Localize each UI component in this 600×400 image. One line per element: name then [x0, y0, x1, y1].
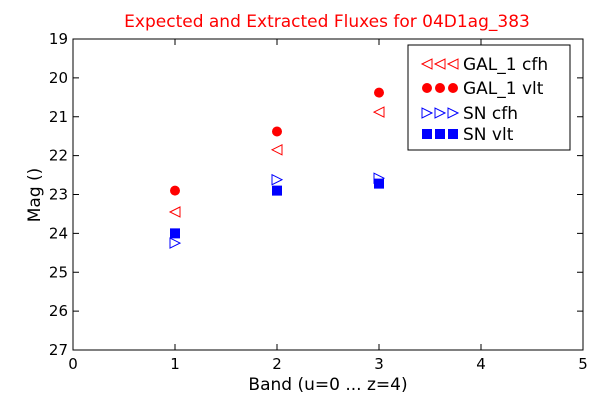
data-point — [372, 106, 385, 118]
x-tick-label: 0 — [68, 355, 78, 373]
legend-marker — [421, 107, 434, 119]
legend-marker — [422, 129, 432, 139]
legend-marker — [422, 83, 432, 93]
y-tick-label: 22 — [49, 147, 68, 165]
series-3 — [170, 178, 384, 239]
y-tick-label: 19 — [49, 30, 68, 48]
data-point — [270, 143, 283, 156]
legend-label: SN cfh — [463, 104, 518, 124]
series-0 — [168, 106, 385, 218]
data-point — [374, 178, 384, 189]
data-point — [374, 87, 384, 98]
legend-marker — [446, 58, 459, 70]
x-tick-label: 4 — [476, 355, 486, 373]
y-tick-label: 23 — [49, 186, 68, 204]
y-tick-label: 24 — [49, 224, 68, 242]
data-point — [169, 237, 182, 249]
legend-marker — [448, 129, 458, 139]
x-tick-label: 3 — [374, 355, 384, 373]
legend-marker — [435, 129, 445, 139]
y-tick-label: 26 — [49, 302, 68, 320]
legend-marker — [434, 107, 447, 119]
data-point — [168, 206, 181, 218]
chart-title: Expected and Extracted Fluxes for 04D1ag… — [124, 12, 530, 32]
x-tick-label: 1 — [170, 355, 180, 373]
legend-marker — [435, 83, 445, 93]
data-point — [272, 185, 282, 196]
x-axis-label: Band (u=0 ... z=4) — [248, 375, 407, 395]
legend-marker — [420, 58, 433, 70]
data-point — [272, 126, 282, 137]
legend-marker — [448, 83, 458, 93]
data-point — [170, 228, 180, 239]
data-marks — [168, 87, 386, 249]
legend-marker — [433, 58, 446, 70]
data-point — [170, 185, 180, 196]
y-tick-label: 20 — [49, 69, 68, 87]
x-tick-label: 5 — [578, 355, 588, 373]
legend-label: GAL_1 cfh — [463, 55, 548, 75]
legend-label: GAL_1 vlt — [463, 79, 544, 99]
legend-label: SN vlt — [463, 125, 514, 145]
series-1 — [170, 87, 384, 196]
y-tick-label: 27 — [49, 341, 68, 359]
y-tick-label: 21 — [49, 108, 68, 126]
x-tick-label: 2 — [272, 355, 282, 373]
y-tick-label: 25 — [49, 263, 68, 281]
data-point — [271, 173, 284, 186]
legend-marker — [447, 107, 460, 119]
y-axis-label: Mag () — [25, 168, 45, 223]
